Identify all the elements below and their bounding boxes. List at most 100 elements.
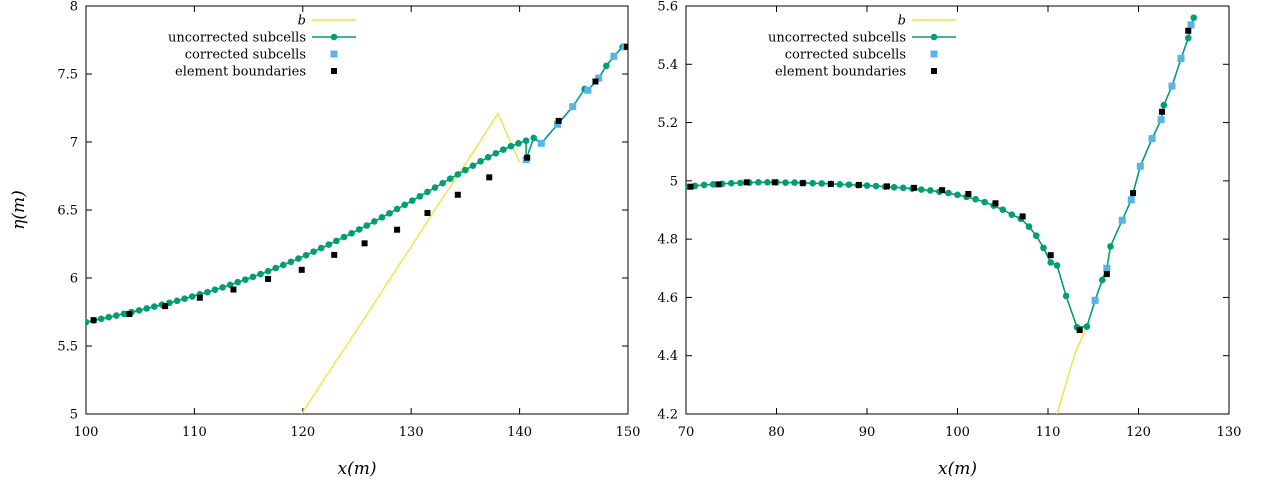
legend: b uncorrected subcells corrected subcells e…	[768, 14, 956, 80]
uncorrected-subcell-point	[279, 261, 287, 269]
x-tick-label: 90	[859, 425, 876, 440]
uncorrected-subcell-point	[836, 181, 844, 188]
uncorrected-subcell-point	[603, 62, 610, 70]
legend-label-b: b	[898, 14, 906, 29]
legend-label-corrected-subcells: corrected subcells	[785, 48, 906, 63]
element-boundary-point	[1185, 27, 1192, 34]
y-tick-label: 6.5	[57, 204, 78, 219]
uncorrected-subcell-point	[469, 162, 477, 169]
uncorrected-subcell-point	[333, 237, 340, 245]
x-tick-label: 120	[1126, 425, 1151, 440]
y-tick-label: 7.5	[57, 68, 78, 83]
element-boundary-point	[827, 181, 834, 188]
corrected-subcell-point	[1157, 116, 1165, 124]
corrected-subcell-point	[1136, 162, 1144, 170]
legend-symbol-corrected	[930, 50, 938, 58]
uncorrected-subcell-point	[1062, 292, 1070, 300]
y-tick-label: 5	[670, 174, 678, 189]
uncorrected-subcell-point	[462, 166, 469, 174]
legend-symbol-uncorrected-point	[930, 33, 938, 41]
uncorrected-subcell-point	[782, 179, 789, 186]
series-line-b	[1056, 326, 1088, 414]
corrected-subcell-point	[610, 52, 618, 60]
uncorrected-subcell-point	[981, 198, 988, 206]
y-tick-label: 8	[70, 0, 78, 15]
x-tick-label: 100	[74, 425, 99, 440]
element-boundary-point	[454, 191, 461, 198]
uncorrected-subcell-point	[791, 179, 798, 186]
corrected-subcell-point	[1103, 264, 1111, 272]
x-tick-label: 100	[945, 425, 970, 440]
element-boundary-point	[555, 117, 562, 124]
legend: b uncorrected subcells corrected subcells e…	[168, 14, 356, 80]
uncorrected-subcell-point	[371, 218, 378, 225]
uncorrected-subcell-point	[999, 206, 1007, 214]
uncorrected-subcell-point	[393, 205, 401, 213]
uncorrected-subcell-point	[1025, 223, 1033, 230]
legend-symbol-element-boundaries	[331, 68, 337, 74]
x-tick-label: 120	[290, 425, 315, 440]
y-tick-label: 6	[70, 272, 78, 287]
uncorrected-subcell-point	[386, 209, 393, 217]
element-boundary-point	[162, 303, 169, 310]
plot-area	[86, 43, 628, 414]
x-tick-label: 110	[182, 425, 207, 440]
uncorrected-subcell-point	[863, 182, 871, 189]
uncorrected-subcell-point	[845, 181, 853, 188]
uncorrected-subcell-point	[500, 146, 507, 153]
left-chart-panel: 100 110 120 130 140 150 5 5.5 6 6.5 7 7.5 8 x(m) η(m) b…	[9, 0, 640, 479]
uncorrected-subcell-point	[1190, 14, 1198, 21]
x-tick-label: 80	[768, 425, 785, 440]
legend-label-b: b	[298, 14, 306, 29]
uncorrected-subcell-point	[363, 222, 371, 229]
uncorrected-subcell-point	[234, 278, 242, 286]
element-boundary-point	[361, 240, 368, 247]
uncorrected-subcell-point	[113, 312, 120, 319]
uncorrected-subcell-point	[1008, 211, 1016, 218]
corrected-subcell-point	[1168, 82, 1176, 90]
uncorrected-subcell-point	[120, 310, 128, 318]
y-tick-label: 4.2	[657, 408, 678, 423]
x-axis-label: x(m)	[338, 459, 377, 479]
element-boundary-point	[524, 154, 531, 161]
uncorrected-subcell-point	[1160, 101, 1168, 109]
uncorrected-subcell-point	[727, 179, 735, 187]
uncorrected-subcell-point	[1040, 244, 1047, 252]
uncorrected-subcell-point	[416, 192, 424, 200]
uncorrected-subcell-point	[408, 197, 416, 204]
uncorrected-subcell-point	[1032, 232, 1040, 239]
x-tick-label: 150	[616, 425, 641, 440]
uncorrected-subcell-point	[709, 181, 717, 188]
x-tick-label: 130	[399, 425, 424, 440]
uncorrected-subcell-point	[295, 255, 302, 262]
uncorrected-subcell-point	[918, 186, 925, 193]
uncorrected-subcell-point	[424, 188, 431, 196]
element-boundary-point	[1130, 190, 1137, 197]
uncorrected-subcell-point	[310, 248, 317, 255]
uncorrected-subcell-point	[97, 315, 105, 323]
element-boundary-point	[196, 294, 203, 301]
legend-label-element-boundaries: element boundaries	[775, 65, 906, 80]
y-tick-label: 5.4	[657, 58, 678, 73]
corrected-subcell-point	[569, 103, 577, 111]
element-boundary-point	[743, 179, 750, 186]
corrected-subcell-point	[1127, 196, 1135, 204]
uncorrected-subcell-point	[945, 189, 952, 197]
legend-label-corrected-subcells: corrected subcells	[185, 48, 306, 63]
element-boundary-point	[939, 187, 946, 194]
uncorrected-subcell-point	[401, 201, 408, 209]
x-tick-label: 70	[678, 425, 695, 440]
element-boundary-point	[265, 275, 272, 282]
y-tick-label: 5	[70, 408, 78, 423]
element-boundary-point	[424, 209, 431, 216]
corrected-subcell-point	[595, 74, 603, 82]
uncorrected-subcell-point	[1107, 243, 1114, 250]
element-boundary-point	[592, 78, 599, 85]
uncorrected-subcell-point	[143, 305, 151, 312]
x-tick-label: 130	[1217, 425, 1242, 440]
element-boundary-point	[394, 226, 401, 233]
uncorrected-subcell-point	[1047, 259, 1055, 266]
uncorrected-subcell-point	[1053, 262, 1061, 269]
uncorrected-subcell-point	[272, 264, 280, 272]
